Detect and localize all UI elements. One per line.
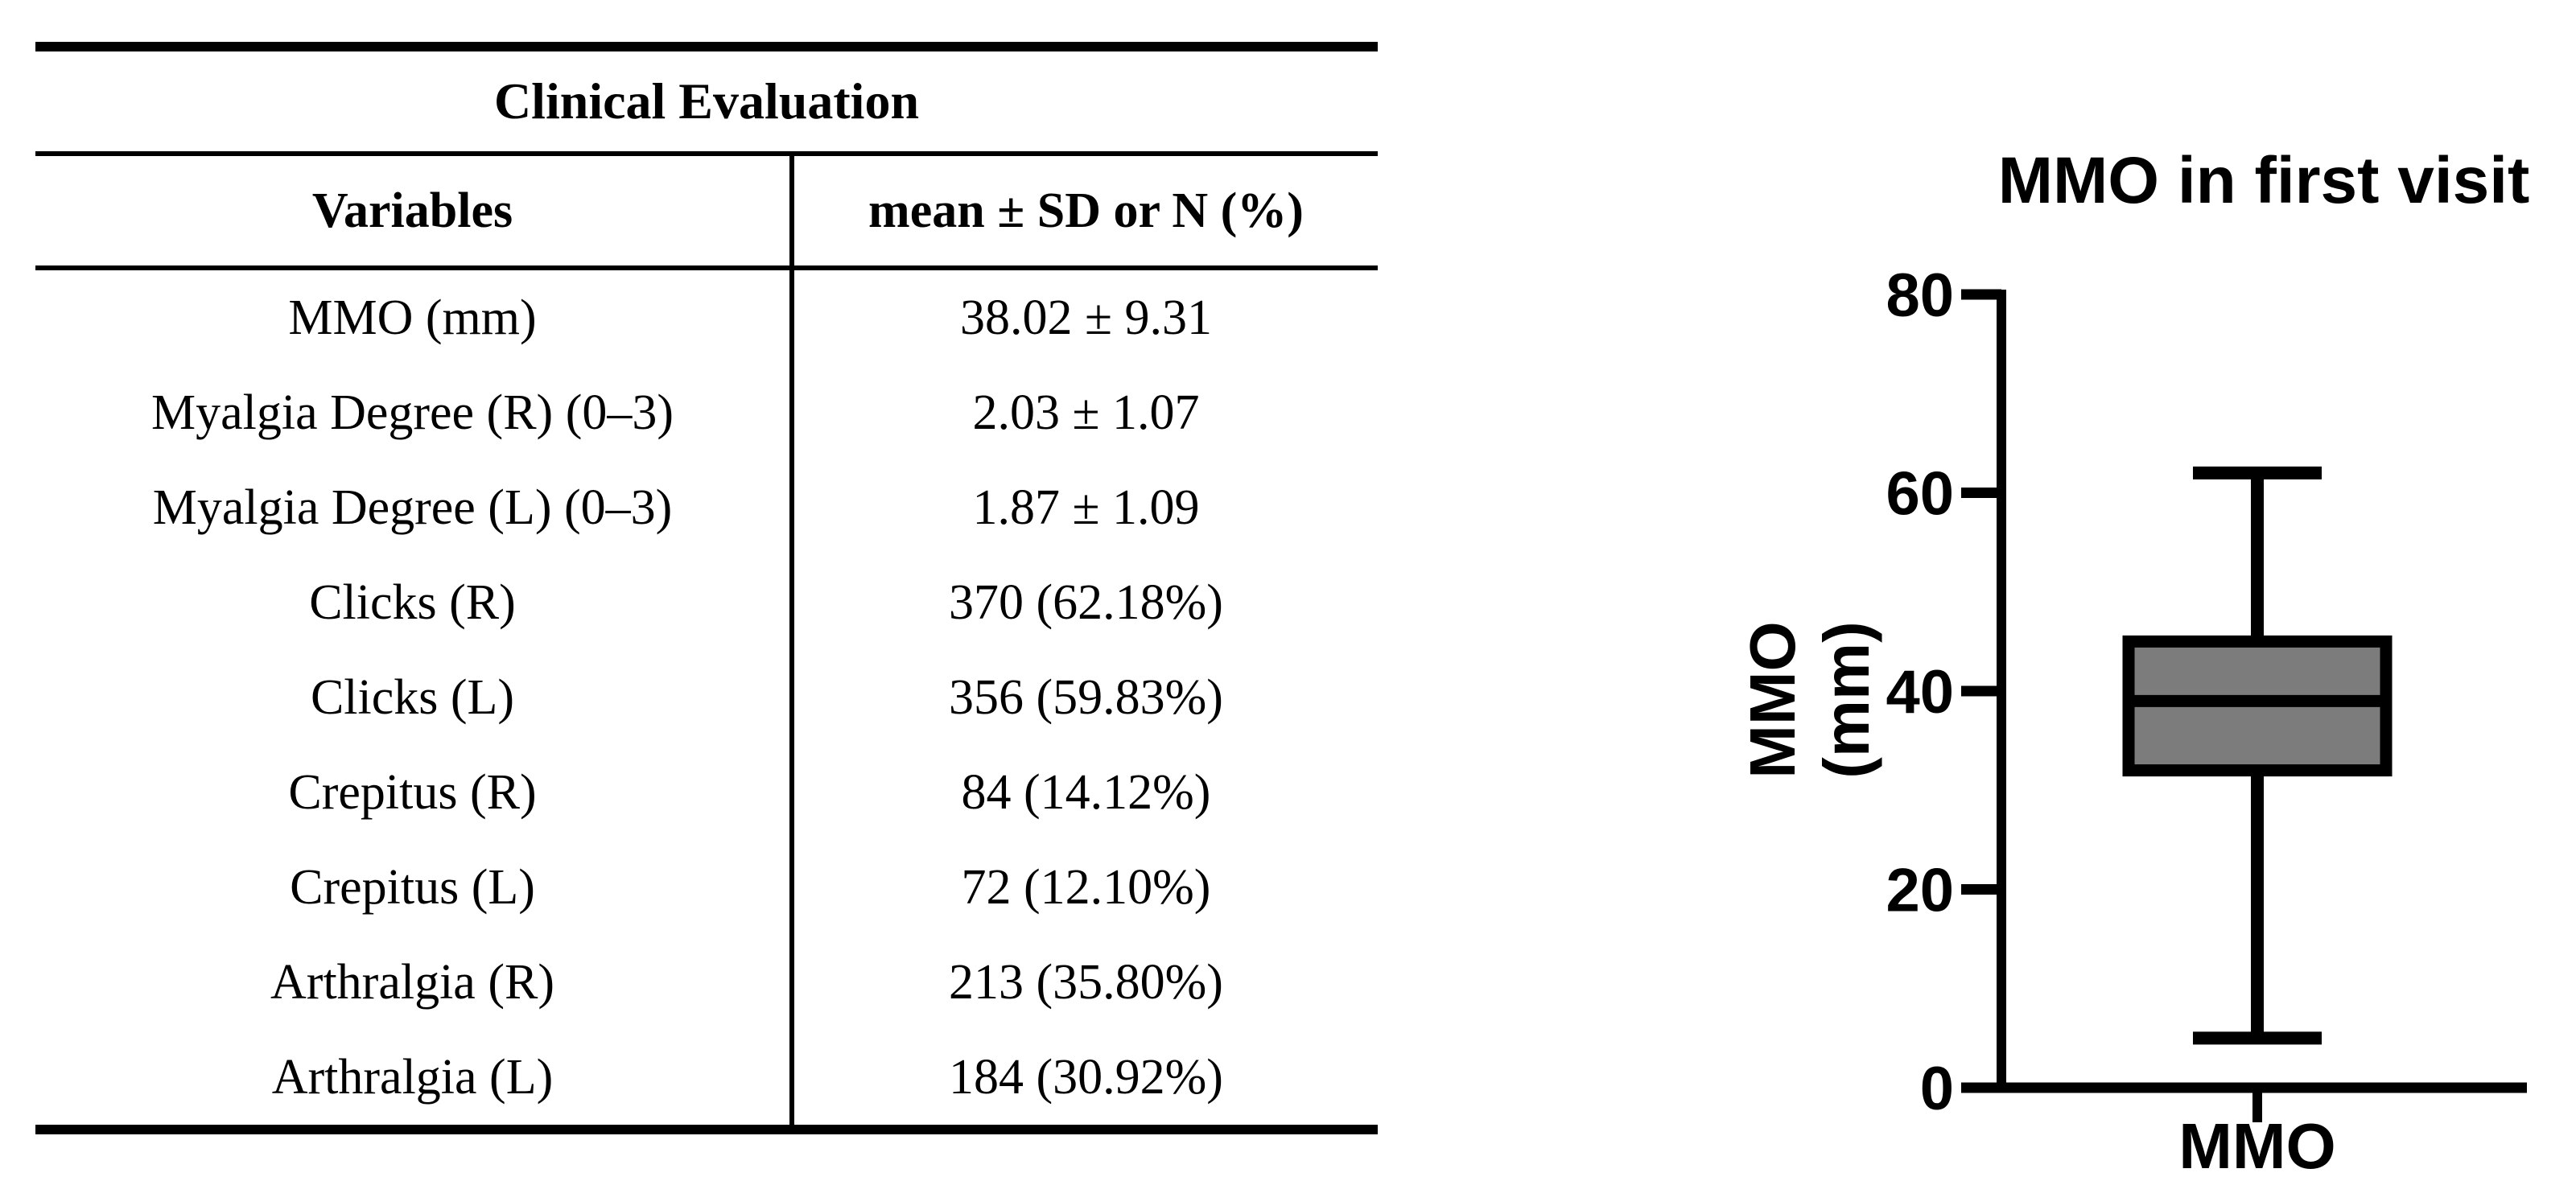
value-cell: 356 (59.83%) [949, 669, 1223, 725]
variable-cell: Crepitus (R) [288, 764, 537, 820]
table-row: Crepitus (R) 84 (14.12%) [35, 745, 1378, 840]
table-row: Myalgia Degree (L) (0–3) 1.87 ± 1.09 [35, 460, 1378, 555]
y-tick-label: 40 [1886, 658, 1954, 726]
y-tick-label: 0 [1920, 1055, 1954, 1123]
table-row: Clicks (R) 370 (62.18%) [35, 555, 1378, 650]
chart-title: MMO in first visit [1998, 144, 2530, 217]
value-cell: 84 (14.12%) [961, 764, 1211, 820]
variable-cell: Crepitus (L) [290, 859, 535, 915]
variable-cell: Clicks (R) [309, 574, 516, 630]
table-row: MMO (mm) 38.02 ± 9.31 [35, 270, 1378, 365]
y-tick-label: 60 [1886, 460, 1954, 529]
variable-cell: Arthralgia (R) [270, 954, 554, 1010]
variable-cell: Clicks (L) [310, 669, 515, 725]
table-column-divider [789, 156, 794, 1125]
table-header-row: Variables mean ± SD or N (%) [35, 156, 1378, 265]
value-cell: 1.87 ± 1.09 [972, 479, 1200, 535]
table-row: Clicks (L) 356 (59.83%) [35, 650, 1378, 745]
table-bottom-border [35, 1125, 1378, 1134]
value-cell: 38.02 ± 9.31 [959, 290, 1213, 345]
table-inner: Variables mean ± SD or N (%) MMO (mm) 38.… [35, 156, 1378, 1125]
clinical-evaluation-table: Clinical Evaluation Variables mean ± SD … [35, 42, 1378, 1134]
column-header-variables: Variables [311, 183, 513, 238]
y-tick-label: 20 [1886, 857, 1954, 925]
variable-cell: Arthralgia (L) [271, 1049, 554, 1105]
table-row: Arthralgia (R) 213 (35.80%) [35, 935, 1378, 1030]
value-cell: 213 (35.80%) [949, 954, 1223, 1010]
value-cell: 72 (12.10%) [961, 859, 1211, 915]
value-cell: 370 (62.18%) [949, 574, 1223, 630]
variable-cell: Myalgia Degree (R) (0–3) [150, 385, 674, 440]
x-axis-label: MMO [2178, 1110, 2336, 1177]
table-row: Crepitus (L) 72 (12.10%) [35, 840, 1378, 935]
table-title: Clinical Evaluation [493, 72, 920, 130]
table-row: Myalgia Degree (R) (0–3) 2.03 ± 1.07 [35, 365, 1378, 460]
y-tick-label: 80 [1886, 261, 1954, 330]
table-header-rule [35, 265, 1378, 270]
y-axis-label: MMO(mm) [1737, 621, 1882, 779]
variable-cell: MMO (mm) [288, 290, 537, 345]
table-row: Arthralgia (L) 184 (30.92%) [35, 1030, 1378, 1125]
column-header-values: mean ± SD or N (%) [868, 183, 1304, 238]
table-body-rows: MMO (mm) 38.02 ± 9.31 Myalgia Degree (R) (… [35, 270, 1378, 1125]
variable-cell: Myalgia Degree (L) (0–3) [152, 479, 673, 535]
table-top-border [35, 42, 1378, 51]
value-cell: 2.03 ± 1.07 [972, 385, 1200, 440]
value-cell: 184 (30.92%) [949, 1049, 1223, 1105]
table-title-rule [35, 151, 1378, 156]
